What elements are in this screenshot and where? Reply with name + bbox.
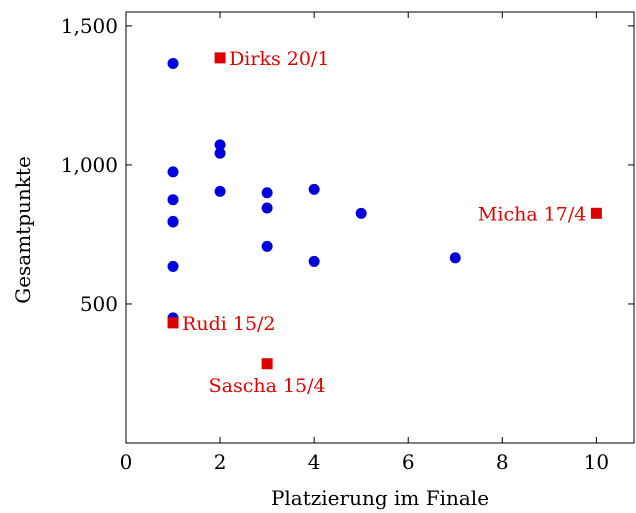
y-axis-label: Gesamtpunkte bbox=[11, 156, 35, 304]
y-tick-label: 1,000 bbox=[61, 153, 118, 177]
data-point bbox=[167, 260, 179, 272]
data-marks bbox=[167, 52, 602, 370]
data-point bbox=[261, 240, 273, 252]
data-point bbox=[355, 207, 367, 219]
data-point bbox=[214, 139, 226, 151]
data-point bbox=[449, 252, 461, 264]
x-tick-label: 10 bbox=[584, 450, 609, 474]
axes: 0 2 4 6 8 10 500 1,000 1,500 bbox=[61, 11, 635, 474]
x-tick-label: 0 bbox=[120, 450, 133, 474]
data-point bbox=[308, 183, 320, 195]
point-label: Dirks 20/1 bbox=[229, 48, 329, 70]
plot-frame bbox=[125, 11, 635, 444]
x-tick-label: 2 bbox=[214, 450, 227, 474]
data-point bbox=[167, 166, 179, 178]
data-point bbox=[214, 185, 226, 197]
data-point bbox=[167, 216, 179, 228]
data-point bbox=[308, 255, 320, 267]
data-point bbox=[214, 147, 226, 159]
x-tick-label: 4 bbox=[308, 450, 321, 474]
data-point bbox=[261, 202, 273, 214]
x-axis-label: Platzierung im Finale bbox=[271, 486, 489, 510]
point-label: Rudi 15/2 bbox=[182, 313, 276, 335]
annotations: Dirks 20/1 Micha 17/4 Rudi 15/2 Sascha 15/4 bbox=[182, 48, 586, 397]
data-point bbox=[261, 187, 273, 199]
highlight-point bbox=[590, 207, 602, 219]
highlight-point bbox=[214, 52, 226, 64]
highlight-point bbox=[167, 317, 179, 329]
point-label: Sascha 15/4 bbox=[209, 375, 326, 397]
data-point bbox=[167, 57, 179, 69]
point-label: Micha 17/4 bbox=[478, 203, 586, 225]
x-tick-label: 6 bbox=[402, 450, 415, 474]
x-tick-label: 8 bbox=[496, 450, 509, 474]
y-tick-label: 1,500 bbox=[61, 14, 118, 38]
y-tick-label: 500 bbox=[80, 292, 118, 316]
highlight-point bbox=[261, 358, 273, 370]
data-point bbox=[167, 194, 179, 206]
